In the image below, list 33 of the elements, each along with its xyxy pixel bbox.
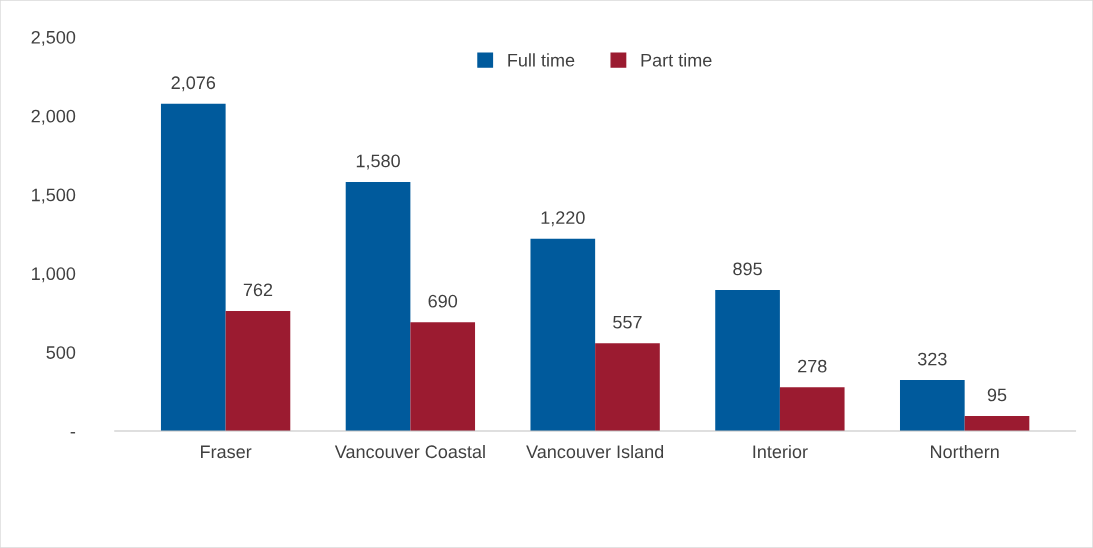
data-label: 557 [613, 315, 642, 329]
bar [964, 416, 1030, 431]
x-tick-label: Vancouver Coastal [334, 444, 485, 459]
x-tick-label: Northern [931, 444, 999, 459]
y-tick-label: 1,500 [32, 188, 76, 204]
bar [410, 322, 476, 431]
data-label: 95 [987, 388, 1007, 402]
bar [899, 380, 965, 431]
bar [160, 103, 226, 431]
bar [595, 343, 660, 431]
data-label: 323 [917, 352, 947, 366]
x-tick-label: Vancouver Island [526, 444, 664, 459]
data-label: 690 [428, 294, 458, 308]
data-label: 2,076 [171, 76, 216, 92]
y-tick-label: 2,000 [31, 109, 76, 125]
bar [779, 387, 845, 431]
data-label: 278 [798, 359, 827, 373]
bar [530, 238, 596, 431]
legend-label: Full time [508, 53, 575, 67]
x-tick-label: Fraser [201, 445, 252, 459]
y-tick-label: 2,500 [31, 30, 76, 46]
bar [225, 310, 291, 431]
y-tick-label: 500 [46, 346, 76, 359]
data-label: 1,220 [541, 211, 585, 227]
data-label: 895 [733, 262, 762, 276]
data-label: 762 [243, 283, 273, 297]
data-label: 1,580 [356, 154, 400, 170]
legend-label: Part time [641, 53, 712, 67]
bar [345, 181, 411, 431]
y-tick-label: - [70, 432, 76, 434]
bar [715, 289, 780, 431]
x-tick-label: Interior [753, 444, 808, 459]
y-tick-label: 1,000 [32, 267, 76, 283]
